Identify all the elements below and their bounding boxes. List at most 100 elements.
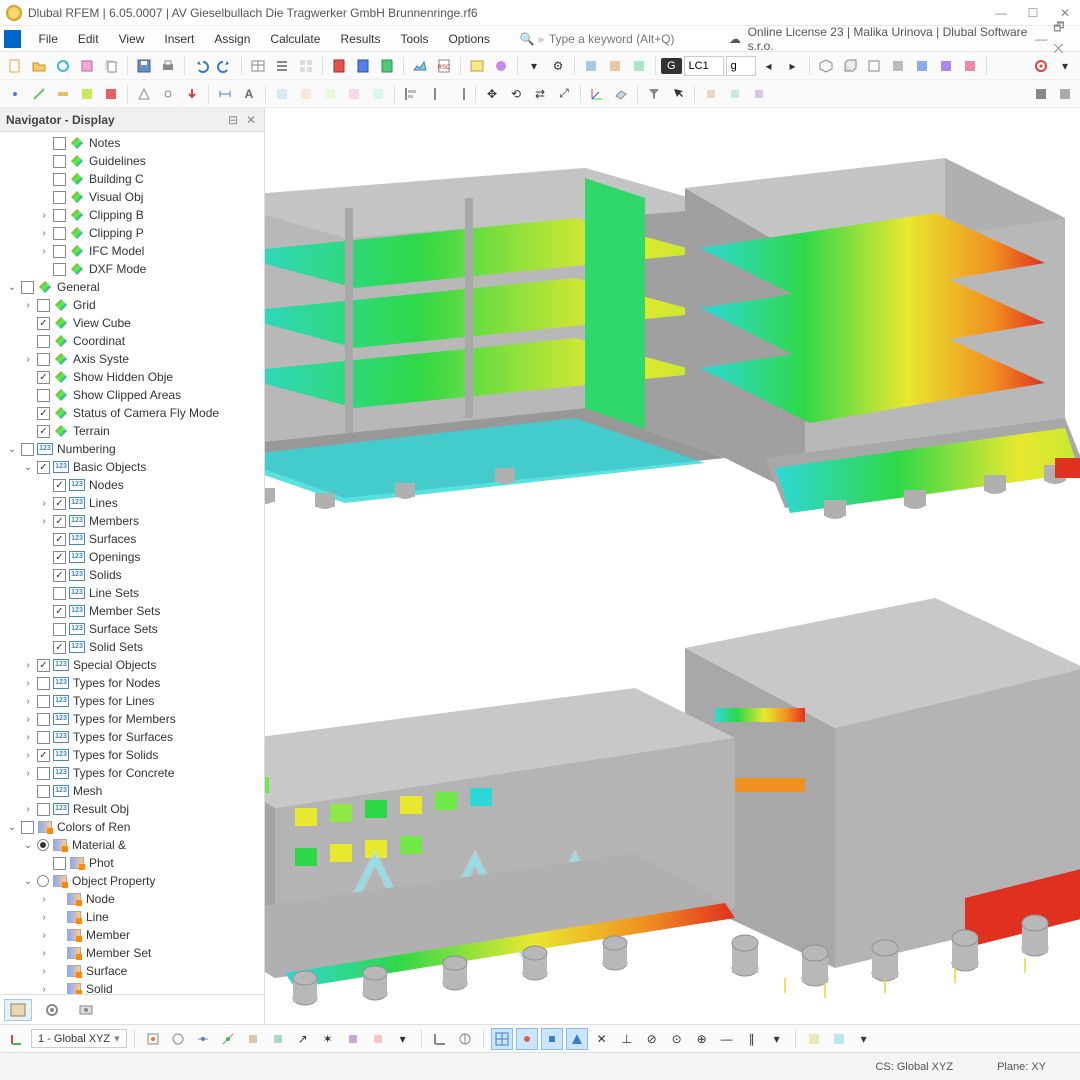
- osnap-end-icon[interactable]: [541, 1028, 563, 1050]
- tree-item[interactable]: Phot: [0, 854, 264, 872]
- scale-tool-icon[interactable]: ⤢: [553, 83, 575, 105]
- solid-tool-icon[interactable]: [100, 83, 122, 105]
- tree-item[interactable]: ›Line: [0, 908, 264, 926]
- save-icon[interactable]: [133, 55, 155, 77]
- checkbox[interactable]: [37, 299, 50, 312]
- misc-tool-1-icon[interactable]: [271, 83, 293, 105]
- menu-insert[interactable]: Insert: [154, 28, 204, 50]
- tree-item[interactable]: 123Openings: [0, 548, 264, 566]
- open-icon[interactable]: [28, 55, 50, 77]
- cube-icon[interactable]: [839, 55, 861, 77]
- addon-icon[interactable]: [490, 55, 512, 77]
- tree-item[interactable]: ›123Types for Concrete: [0, 764, 264, 782]
- menu-options[interactable]: Options: [438, 28, 499, 50]
- menu-assign[interactable]: Assign: [204, 28, 260, 50]
- checkbox[interactable]: [21, 443, 34, 456]
- snap-7-icon[interactable]: ↗: [292, 1028, 314, 1050]
- checkbox[interactable]: [53, 137, 66, 150]
- osnap-tan-icon[interactable]: ⊘: [641, 1028, 663, 1050]
- extra-1-icon[interactable]: [700, 83, 722, 105]
- snap-6-icon[interactable]: [267, 1028, 289, 1050]
- extra-4-icon[interactable]: [1030, 83, 1052, 105]
- checkbox[interactable]: [53, 857, 66, 870]
- osnap-ext-icon[interactable]: —: [716, 1028, 738, 1050]
- align-r-icon[interactable]: [448, 83, 470, 105]
- calc-icon[interactable]: [328, 55, 350, 77]
- tool-b-icon[interactable]: [604, 55, 626, 77]
- g-input[interactable]: [726, 56, 756, 76]
- tree-item[interactable]: ›123Types for Lines: [0, 692, 264, 710]
- table-icon[interactable]: [247, 55, 269, 77]
- misc-tool-5-icon[interactable]: [367, 83, 389, 105]
- tool-a-icon[interactable]: [580, 55, 602, 77]
- expander-icon[interactable]: ›: [22, 660, 34, 671]
- refresh-icon[interactable]: [52, 55, 74, 77]
- expander-icon[interactable]: ›: [38, 894, 50, 905]
- checkbox[interactable]: [53, 515, 66, 528]
- checkbox[interactable]: [37, 695, 50, 708]
- tree-item[interactable]: ⌄Colors of Ren: [0, 818, 264, 836]
- extra-3-icon[interactable]: [748, 83, 770, 105]
- checkbox[interactable]: [37, 749, 50, 762]
- tree-item[interactable]: ⌄General: [0, 278, 264, 296]
- snap-4-icon[interactable]: [217, 1028, 239, 1050]
- expander-icon[interactable]: ›: [22, 768, 34, 779]
- tree-item[interactable]: ›123Types for Nodes: [0, 674, 264, 692]
- tree-item[interactable]: ›Clipping B: [0, 206, 264, 224]
- target-icon[interactable]: [1030, 55, 1052, 77]
- checkbox[interactable]: [37, 461, 50, 474]
- snap-b-icon[interactable]: ▾: [392, 1028, 414, 1050]
- tree-item[interactable]: ›Solid: [0, 980, 264, 994]
- tree-item[interactable]: ›123Types for Members: [0, 710, 264, 728]
- snap-a-icon[interactable]: [367, 1028, 389, 1050]
- tree-item[interactable]: ›Grid: [0, 296, 264, 314]
- expander-icon[interactable]: ⌄: [6, 282, 18, 293]
- select-icon[interactable]: [667, 83, 689, 105]
- checkbox[interactable]: [37, 353, 50, 366]
- osnap-par-icon[interactable]: ∥: [741, 1028, 763, 1050]
- expander-icon[interactable]: ›: [38, 984, 50, 995]
- tree-item[interactable]: ›123Types for Solids: [0, 746, 264, 764]
- expander-icon[interactable]: ›: [38, 498, 50, 509]
- tree-item[interactable]: ⌄123Numbering: [0, 440, 264, 458]
- g-toggle[interactable]: G: [661, 58, 682, 74]
- print-icon[interactable]: [157, 55, 179, 77]
- tree-item[interactable]: ›123Result Obj: [0, 800, 264, 818]
- tree-item[interactable]: 123Member Sets: [0, 602, 264, 620]
- tree-item[interactable]: ›123Types for Surfaces: [0, 728, 264, 746]
- misc-tool-3-icon[interactable]: [319, 83, 341, 105]
- tree-item[interactable]: ›Node: [0, 890, 264, 908]
- checkbox[interactable]: [53, 497, 66, 510]
- cs-tool-icon[interactable]: [586, 83, 608, 105]
- tool-c-icon[interactable]: [628, 55, 650, 77]
- expander-icon[interactable]: ›: [38, 966, 50, 977]
- tree-item[interactable]: View Cube: [0, 314, 264, 332]
- extra-5-icon[interactable]: [1054, 83, 1076, 105]
- tree-item[interactable]: ⌄123Basic Objects: [0, 458, 264, 476]
- snap-5-icon[interactable]: [242, 1028, 264, 1050]
- checkbox[interactable]: [37, 677, 50, 690]
- expander-icon[interactable]: ›: [22, 714, 34, 725]
- checkbox[interactable]: [37, 731, 50, 744]
- expander-icon[interactable]: ›: [22, 678, 34, 689]
- tree-item[interactable]: ›Axis Syste: [0, 350, 264, 368]
- tree-item[interactable]: DXF Mode: [0, 260, 264, 278]
- align-l-icon[interactable]: [400, 83, 422, 105]
- expander-icon[interactable]: ›: [38, 228, 50, 239]
- checkbox[interactable]: [37, 659, 50, 672]
- checkbox[interactable]: [53, 209, 66, 222]
- tree-item[interactable]: Visual Obj: [0, 188, 264, 206]
- move-tool-icon[interactable]: ✥: [481, 83, 503, 105]
- checkbox[interactable]: [53, 479, 66, 492]
- checkbox[interactable]: [21, 821, 34, 834]
- checkbox[interactable]: [37, 425, 50, 438]
- menu-view[interactable]: View: [109, 28, 155, 50]
- tree-item[interactable]: ›Member Set: [0, 944, 264, 962]
- expander-icon[interactable]: ›: [38, 210, 50, 221]
- help-icon[interactable]: ▾: [1054, 55, 1076, 77]
- checkbox[interactable]: [53, 605, 66, 618]
- calc3-icon[interactable]: [376, 55, 398, 77]
- expander-icon[interactable]: ›: [38, 912, 50, 923]
- tree-item[interactable]: ›123Lines: [0, 494, 264, 512]
- tree-item[interactable]: 123Surface Sets: [0, 620, 264, 638]
